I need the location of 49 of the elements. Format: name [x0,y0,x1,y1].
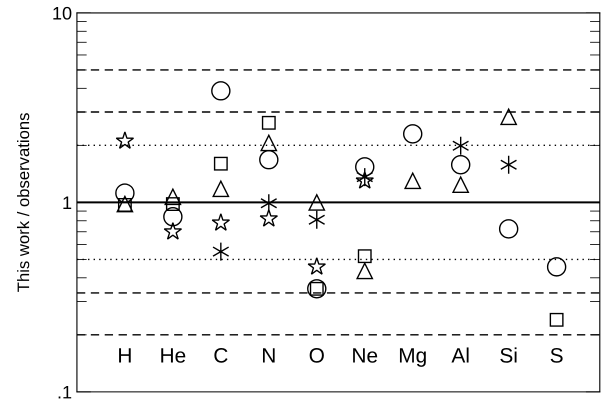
point [500,155,518,174]
x-tick-label: S [550,348,563,363]
point [404,172,422,190]
point [260,209,278,227]
point [307,279,326,299]
point [212,180,230,198]
point [116,131,134,149]
x-tick-label: Al [451,347,469,363]
point [262,116,276,130]
point [212,213,230,231]
point [164,188,182,206]
y-tick-label: 1 [63,196,72,209]
point [166,197,180,212]
x-tick-label: C [214,348,228,363]
point [212,242,230,262]
y-tick-label: .1 [58,386,72,398]
point [211,81,231,101]
x-tick-label: O [310,348,324,363]
point [452,176,470,194]
x-tick-label: He [161,348,186,363]
y-tick-label: 10 [53,6,72,20]
x-tick-label: H [119,348,131,363]
point [308,210,326,230]
point [214,156,228,171]
y-axis-title: This work / observations [17,113,30,292]
point [164,222,182,240]
point [358,249,372,264]
point [452,136,470,156]
x-tick-label: Si [500,347,517,363]
point [450,155,470,174]
point [259,150,279,170]
point [355,157,374,177]
point [115,183,135,203]
point [500,108,517,126]
point [308,194,326,211]
point [356,167,374,187]
x-tick-label: Mg [400,348,426,367]
point [307,257,326,275]
point [163,207,183,226]
point [402,124,422,144]
point [498,219,518,239]
point [550,312,564,327]
point [260,134,278,152]
point [260,194,278,213]
point [356,262,374,280]
point [355,171,374,189]
x-tick-label: Ne [353,348,378,363]
point [546,257,566,277]
x-tick-label: N [262,348,275,363]
